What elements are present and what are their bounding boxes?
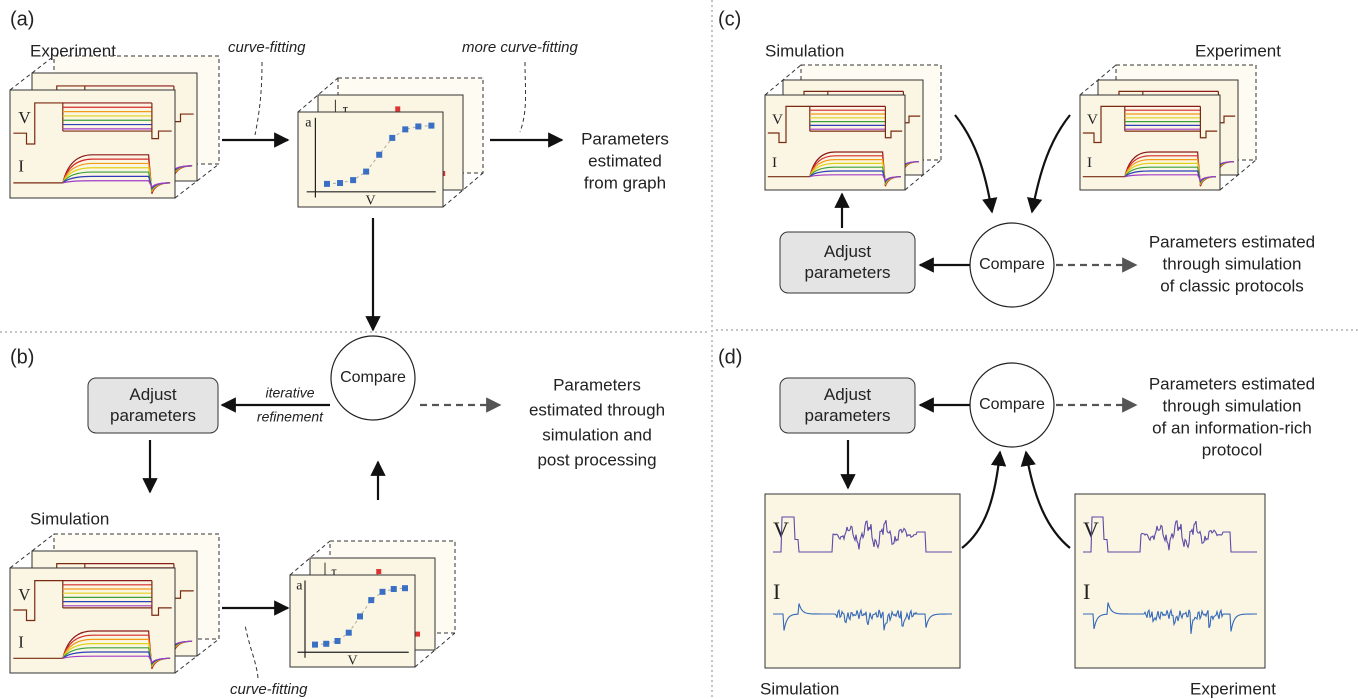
label: Experiment [1195,41,1281,60]
point [368,597,374,603]
curved-arrow [962,452,1000,548]
curved-arrow [1026,452,1070,548]
panel-label: (a) [10,8,34,30]
label: Compare [979,256,1045,273]
result-text: through simulation [1163,254,1302,273]
symbol: a [305,116,312,131]
label: curve-fitting [228,39,306,56]
figure: (a)ExperimentVIVIcurve-fittingτaVmore cu… [0,0,1358,699]
result-text: of an information-rich [1152,418,1312,437]
leader [520,62,526,132]
label: Adjust [824,385,872,404]
label: Compare [340,369,406,386]
symbol: I [772,154,777,171]
panel-label: (c) [718,8,741,30]
point [415,123,421,129]
point [323,641,329,647]
leader [255,62,262,135]
point [391,586,397,592]
point [376,569,381,574]
symbol: V [1087,111,1098,128]
result-text: estimated through [529,400,665,419]
symbol: V [18,108,31,127]
symbol: I [773,579,780,604]
result-text: from graph [584,173,666,192]
panel-label: (d) [718,346,742,368]
label: parameters [805,406,891,425]
result-text: of classic protocols [1160,276,1304,295]
curved-arrow [1032,115,1070,212]
result-text: Parameters [581,129,669,148]
symbol: V [18,585,30,604]
panel-label: (b) [10,346,34,368]
point [357,613,363,619]
label: Simulation [30,509,109,528]
result-text: Parameters estimated [1149,232,1315,251]
label: Simulation [765,41,844,60]
result-text: simulation and [542,425,652,444]
label: refinement [257,409,324,425]
result-text: Parameters [553,375,641,394]
point [335,638,341,644]
symbol: V [365,194,375,209]
symbol: V [772,111,783,128]
symbol: I [18,157,24,176]
curved-arrow [955,115,992,212]
symbol: I [1083,579,1090,604]
result-text: through simulation [1163,396,1302,415]
leader [245,625,258,678]
point [346,630,352,636]
point [350,177,356,183]
point [395,106,400,111]
point [337,180,343,186]
label: curve-fitting [230,681,308,698]
symbol: a [296,578,303,593]
label: Adjust [129,385,177,404]
point [312,642,318,648]
symbol: I [18,632,24,651]
label: Simulation [760,679,839,698]
result-text: protocol [1202,440,1262,459]
label: Experiment [1190,679,1276,698]
label: Compare [979,396,1045,413]
point [389,135,395,141]
result-text: Parameters estimated [1149,374,1315,393]
label: parameters [110,406,196,425]
point [402,585,408,591]
label: Adjust [824,242,872,261]
symbol: V [347,654,357,669]
result-text: post processing [537,450,656,469]
point [376,152,382,158]
symbol: I [1087,154,1092,171]
label: iterative [265,385,314,401]
result-text: estimated [588,151,662,170]
label: more curve-fitting [462,39,579,56]
point [402,126,408,132]
point [428,123,434,129]
point [363,169,369,175]
point [380,589,386,595]
point [415,632,420,637]
point [324,181,330,187]
label: parameters [805,263,891,282]
